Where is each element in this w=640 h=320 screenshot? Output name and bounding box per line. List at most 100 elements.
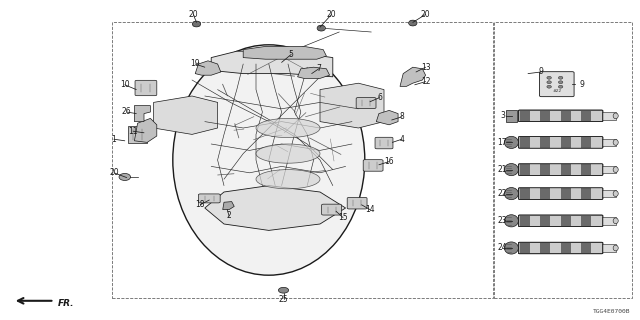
Ellipse shape (547, 85, 552, 88)
Bar (591, 243, 602, 253)
Ellipse shape (558, 85, 563, 88)
Bar (581, 111, 591, 121)
FancyBboxPatch shape (135, 80, 157, 96)
Bar (520, 216, 530, 226)
Ellipse shape (409, 20, 417, 26)
Polygon shape (320, 83, 384, 128)
FancyBboxPatch shape (518, 137, 603, 148)
Ellipse shape (278, 287, 289, 293)
Bar (550, 216, 561, 226)
Ellipse shape (504, 242, 518, 254)
Text: 25: 25 (278, 295, 289, 304)
FancyBboxPatch shape (518, 242, 603, 254)
Bar (550, 111, 561, 121)
Ellipse shape (504, 215, 518, 227)
Polygon shape (134, 118, 157, 142)
Ellipse shape (256, 170, 320, 189)
Text: 20: 20 (188, 10, 198, 19)
Text: 12: 12 (421, 77, 430, 86)
Bar (561, 111, 571, 121)
Bar (520, 137, 530, 148)
Bar (581, 188, 591, 199)
Text: 20: 20 (326, 10, 337, 19)
Text: 10: 10 (120, 80, 130, 89)
FancyBboxPatch shape (518, 188, 603, 199)
Polygon shape (195, 61, 221, 75)
Text: 11: 11 (129, 127, 138, 136)
Text: 20: 20 (109, 168, 119, 177)
Ellipse shape (613, 218, 618, 224)
Text: 8: 8 (399, 112, 404, 121)
Bar (540, 111, 550, 121)
Ellipse shape (558, 81, 563, 84)
Text: 26: 26 (122, 108, 132, 116)
Ellipse shape (256, 118, 320, 138)
Bar (561, 243, 571, 253)
Ellipse shape (558, 76, 563, 79)
Bar (112, 22, 493, 298)
Bar (591, 111, 602, 121)
Bar (571, 216, 581, 226)
Text: 9: 9 (579, 80, 584, 89)
Bar (571, 164, 581, 175)
FancyBboxPatch shape (322, 204, 342, 215)
Ellipse shape (504, 164, 518, 176)
Text: 14: 14 (365, 205, 375, 214)
Bar (571, 137, 581, 148)
Text: 2: 2 (227, 212, 232, 220)
FancyBboxPatch shape (518, 215, 603, 227)
Bar (550, 137, 561, 148)
Text: 18: 18 (196, 200, 205, 209)
Text: 3: 3 (500, 111, 505, 120)
FancyBboxPatch shape (540, 72, 574, 97)
Bar (581, 243, 591, 253)
Bar (602, 244, 616, 252)
FancyBboxPatch shape (375, 137, 393, 149)
Text: 23: 23 (497, 216, 508, 225)
Bar (520, 164, 530, 175)
FancyBboxPatch shape (364, 160, 383, 171)
Ellipse shape (119, 173, 131, 180)
Ellipse shape (613, 191, 618, 196)
Ellipse shape (613, 245, 618, 251)
Polygon shape (205, 186, 346, 230)
Bar (561, 137, 571, 148)
Ellipse shape (613, 167, 618, 172)
Text: 9: 9 (538, 68, 543, 76)
Polygon shape (243, 46, 326, 59)
FancyBboxPatch shape (518, 110, 603, 122)
Text: 6: 6 (377, 93, 382, 102)
Bar (591, 188, 602, 199)
Bar (571, 111, 581, 121)
Ellipse shape (317, 25, 326, 31)
Polygon shape (223, 202, 234, 210)
Bar (530, 164, 540, 175)
Bar (571, 188, 581, 199)
Bar (530, 216, 540, 226)
Ellipse shape (613, 113, 618, 119)
Bar (602, 166, 616, 173)
Text: 19: 19 (190, 60, 200, 68)
Ellipse shape (613, 140, 618, 145)
Ellipse shape (504, 136, 518, 148)
Bar (506, 110, 517, 122)
Text: 4: 4 (399, 135, 404, 144)
Ellipse shape (547, 81, 552, 84)
Text: 22: 22 (498, 189, 507, 198)
Bar (520, 111, 530, 121)
Polygon shape (134, 106, 150, 122)
Bar (550, 164, 561, 175)
Bar (540, 243, 550, 253)
Bar (530, 243, 540, 253)
Bar (591, 164, 602, 175)
Text: 7: 7 (316, 64, 321, 73)
Bar (602, 217, 616, 225)
Text: 5: 5 (289, 50, 294, 59)
Text: 1: 1 (111, 135, 116, 144)
Polygon shape (211, 51, 333, 77)
Bar (550, 243, 561, 253)
Bar (591, 137, 602, 148)
Text: #22: #22 (552, 89, 561, 93)
Polygon shape (376, 110, 398, 125)
Bar (581, 164, 591, 175)
